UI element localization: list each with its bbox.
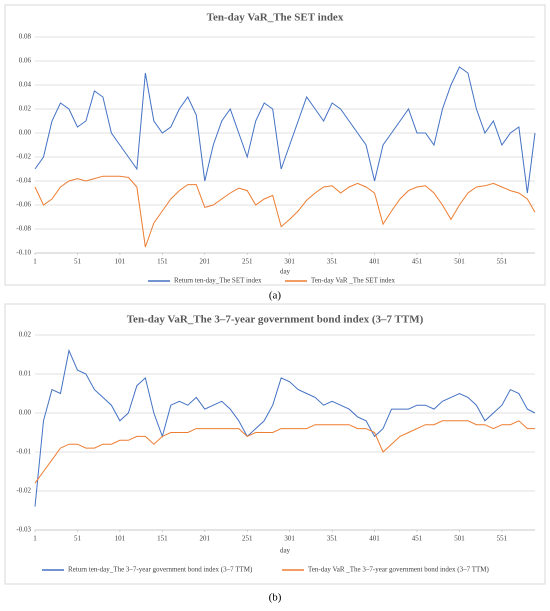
- data-line: [34, 175, 536, 248]
- x-axis-label: day: [280, 268, 291, 276]
- x-tick-label: 551: [497, 535, 508, 543]
- x-tick-label: 101: [115, 535, 126, 543]
- x-tick-label: 451: [412, 258, 423, 266]
- x-tick-label: 201: [200, 535, 211, 543]
- caption: (a): [269, 290, 282, 302]
- x-tick-label: 351: [327, 258, 338, 266]
- y-tick-label: -0.01: [16, 448, 31, 456]
- x-tick-label: 451: [412, 535, 423, 543]
- legend-label: Return ten-day_The 3–7-year government b…: [68, 566, 253, 574]
- y-tick-label: 0.01: [19, 370, 32, 378]
- legend-label: Ten-day VaR _The 3–7-year government bon…: [308, 566, 489, 574]
- y-tick-label: 0.04: [19, 81, 32, 89]
- y-tick-label: -0.02: [16, 487, 31, 495]
- legend-label: Ten-day VaR _The SET index: [311, 277, 396, 285]
- data-line: [34, 420, 535, 484]
- chart-title: Ten-day VaR_The SET index: [207, 12, 344, 24]
- y-tick-label: 0.02: [19, 331, 32, 339]
- x-tick-label: 351: [327, 535, 338, 543]
- y-tick-label: -0.02: [16, 153, 31, 161]
- x-tick-label: 201: [200, 258, 211, 266]
- legend-label: Return ten-day_The SET index: [174, 277, 262, 285]
- x-tick-label: 401: [369, 258, 380, 266]
- y-tick-label: 0.00: [19, 409, 32, 417]
- x-tick-label: 501: [454, 535, 465, 543]
- y-tick-label: -0.03: [16, 526, 31, 534]
- x-tick-label: 151: [157, 535, 168, 543]
- caption: (b): [269, 592, 282, 604]
- x-tick-label: 151: [157, 258, 168, 266]
- y-tick-label: 0.06: [19, 57, 32, 65]
- y-tick-label: -0.08: [16, 225, 31, 233]
- x-tick-label: 501: [454, 258, 465, 266]
- y-tick-label: -0.10: [16, 249, 31, 257]
- y-tick-label: -0.04: [16, 177, 31, 185]
- x-tick-label: 401: [369, 535, 380, 543]
- x-axis-label: day: [280, 547, 291, 555]
- x-tick-label: 301: [284, 258, 295, 266]
- y-tick-label: 0.02: [19, 105, 32, 113]
- x-tick-label: 101: [115, 258, 126, 266]
- x-tick-label: 551: [497, 258, 508, 266]
- chart-frame: [4, 4, 546, 286]
- x-tick-label: 1: [33, 258, 37, 266]
- x-tick-label: 1: [33, 535, 37, 543]
- y-tick-label: 0.00: [19, 129, 32, 137]
- data-line: [34, 348, 536, 507]
- y-tick-label: 0.08: [19, 33, 32, 41]
- x-tick-label: 301: [284, 535, 295, 543]
- x-tick-label: 251: [242, 258, 253, 266]
- x-tick-label: 51: [74, 258, 82, 266]
- x-tick-label: 51: [74, 535, 82, 543]
- x-tick-label: 251: [242, 535, 253, 543]
- chart-frame: [4, 303, 546, 585]
- data-line: [34, 66, 536, 194]
- y-tick-label: -0.06: [16, 201, 31, 209]
- chart-title: Ten-day VaR_The 3–7-year government bond…: [127, 314, 424, 326]
